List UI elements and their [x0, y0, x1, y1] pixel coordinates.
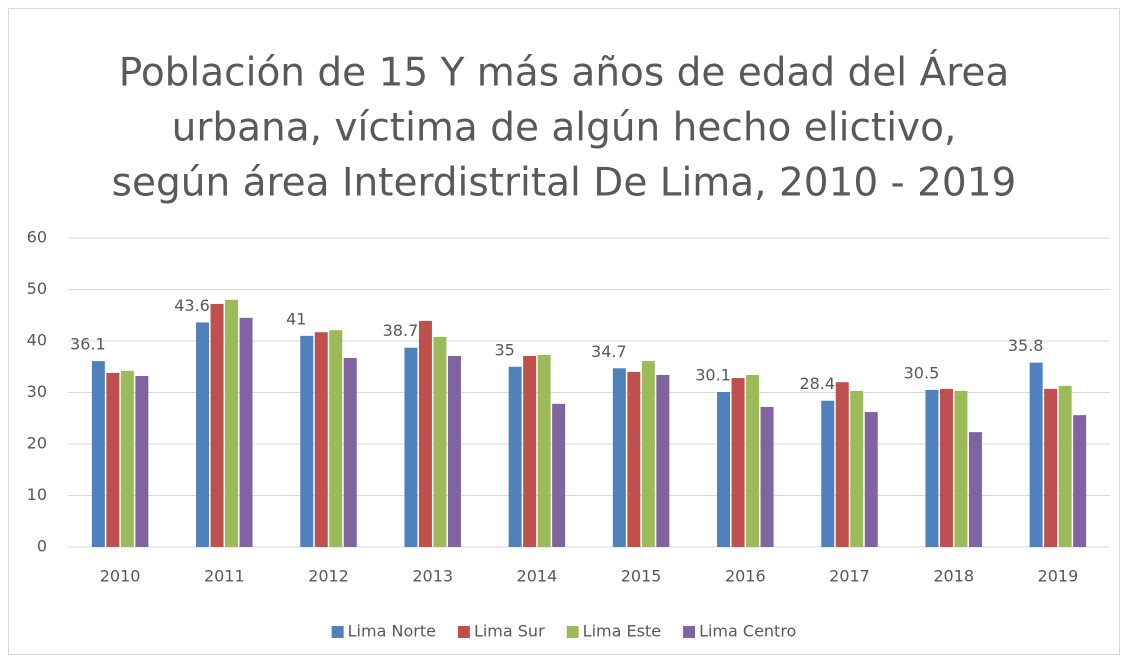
bar — [418, 320, 432, 547]
data-label: 35.8 — [1008, 336, 1044, 355]
x-tick-label: 2018 — [933, 567, 974, 586]
bar — [1044, 388, 1058, 547]
bar — [135, 376, 149, 547]
y-tick-label: 60 — [27, 228, 47, 247]
data-label: 36.1 — [70, 335, 106, 354]
x-tick-label: 2012 — [308, 567, 349, 586]
bar — [864, 412, 878, 547]
bar — [523, 355, 537, 547]
bar — [656, 374, 670, 547]
y-tick-label: 10 — [27, 485, 47, 504]
bar — [404, 347, 418, 547]
bar — [746, 374, 760, 547]
bar — [717, 391, 731, 547]
legend-swatch — [457, 626, 470, 638]
chart-title: Población de 15 Y más años de edad del Á… — [119, 49, 1010, 96]
legend-label: Lima Este — [583, 622, 661, 641]
x-tick-label: 2013 — [412, 567, 453, 586]
bar — [552, 403, 566, 547]
bar — [225, 299, 239, 547]
bar — [939, 388, 953, 547]
legend-label: Lima Sur — [474, 622, 545, 641]
x-tick-label: 2011 — [204, 567, 245, 586]
data-label: 41 — [286, 309, 306, 328]
bar — [612, 368, 626, 547]
bar — [300, 335, 314, 547]
x-tick-label: 2016 — [725, 567, 766, 586]
bar — [91, 361, 105, 547]
bar — [433, 336, 447, 547]
bar — [731, 378, 745, 547]
data-label: 35 — [494, 340, 514, 359]
data-label: 38.7 — [383, 321, 419, 340]
bar — [537, 354, 551, 547]
chart-title: urbana, víctima de algún hecho elictivo, — [172, 106, 957, 151]
x-tick-label: 2019 — [1038, 567, 1079, 586]
y-tick-label: 50 — [27, 279, 47, 298]
data-label: 43.6 — [174, 296, 210, 315]
chart-title: según área Interdistrital De Lima, 2010 … — [112, 161, 1017, 206]
bar — [343, 357, 357, 547]
bar — [314, 332, 328, 547]
bar — [447, 355, 461, 547]
bar — [508, 366, 522, 547]
bar — [835, 382, 849, 547]
bar — [627, 371, 641, 547]
x-tick-label: 2010 — [100, 567, 141, 586]
y-tick-label: 40 — [27, 331, 47, 350]
legend-swatch — [331, 626, 344, 638]
y-tick-label: 20 — [27, 434, 47, 453]
bar — [1058, 385, 1072, 547]
data-label: 28.4 — [799, 374, 835, 393]
bar — [196, 322, 210, 547]
x-tick-label: 2014 — [517, 567, 558, 586]
bar — [641, 361, 655, 547]
legend-label: Lima Centro — [699, 622, 796, 641]
bar — [850, 390, 864, 547]
bar — [239, 317, 253, 547]
data-label: 34.7 — [591, 342, 627, 361]
legend-swatch — [566, 626, 579, 638]
bar — [120, 370, 134, 547]
data-label: 30.1 — [695, 365, 731, 384]
bar — [760, 406, 774, 547]
bar — [925, 389, 939, 547]
bar — [968, 432, 982, 547]
bar — [1029, 362, 1043, 547]
x-tick-label: 2015 — [621, 567, 662, 586]
bar — [106, 372, 120, 547]
y-tick-label: 0 — [37, 537, 47, 556]
bar — [210, 303, 224, 547]
data-label: 30.5 — [904, 363, 940, 382]
bar — [1073, 415, 1087, 547]
y-tick-label: 30 — [27, 382, 47, 401]
legend-swatch — [683, 626, 696, 638]
x-tick-label: 2017 — [829, 567, 870, 586]
legend-label: Lima Norte — [348, 622, 436, 641]
bar — [329, 330, 343, 547]
bar — [821, 400, 835, 547]
bar — [954, 390, 968, 547]
